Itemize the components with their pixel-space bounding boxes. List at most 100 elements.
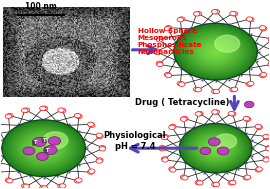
Circle shape [197,136,234,160]
Text: Hollow Sphere
Mesoporous
Phosphosilicate
Nanoparticles: Hollow Sphere Mesoporous Phosphosilicate… [138,28,202,55]
Circle shape [5,122,83,175]
Circle shape [230,88,236,92]
Circle shape [209,47,222,56]
Circle shape [74,113,81,118]
Circle shape [181,124,251,172]
Circle shape [244,101,254,108]
Circle shape [23,134,65,162]
Circle shape [197,181,203,185]
Circle shape [194,133,237,163]
Circle shape [12,127,76,170]
Circle shape [180,175,187,179]
Circle shape [170,124,176,129]
Circle shape [217,147,229,155]
Circle shape [184,30,248,73]
Circle shape [99,146,106,150]
Circle shape [230,112,236,116]
Circle shape [213,182,220,187]
Circle shape [41,186,48,189]
Circle shape [96,159,103,163]
Circle shape [215,134,237,149]
Circle shape [59,184,66,188]
Circle shape [246,17,253,21]
Circle shape [183,126,248,170]
Circle shape [207,143,224,154]
Circle shape [200,41,231,62]
Circle shape [263,135,270,140]
Circle shape [19,131,69,165]
Circle shape [177,81,184,86]
Circle shape [182,116,188,121]
Circle shape [213,10,220,14]
Circle shape [243,116,249,121]
Circle shape [243,176,249,180]
Circle shape [37,143,50,153]
Circle shape [191,35,241,69]
Circle shape [200,138,231,159]
Circle shape [157,37,163,41]
Circle shape [22,133,66,163]
Circle shape [256,167,262,171]
Circle shape [215,35,240,52]
Circle shape [203,43,228,60]
Circle shape [214,51,217,53]
Circle shape [44,146,57,155]
Circle shape [210,48,221,55]
Circle shape [204,44,227,59]
Circle shape [248,81,254,86]
Circle shape [162,158,168,162]
Circle shape [23,108,29,112]
Circle shape [260,26,267,31]
Circle shape [169,125,175,129]
Circle shape [187,32,245,71]
Circle shape [156,38,163,42]
Circle shape [27,137,60,160]
Circle shape [177,18,184,22]
Circle shape [177,25,254,78]
Circle shape [165,26,172,30]
Circle shape [23,184,29,188]
Circle shape [208,138,220,146]
Circle shape [30,139,58,158]
Text: T: T [42,138,45,143]
Circle shape [164,26,171,31]
Circle shape [266,146,270,151]
Circle shape [40,106,46,111]
Circle shape [162,134,168,139]
Circle shape [17,130,70,166]
Circle shape [31,140,56,157]
Circle shape [266,146,270,150]
Circle shape [97,158,103,162]
Circle shape [207,46,224,57]
Circle shape [59,108,66,113]
Circle shape [87,122,94,126]
Circle shape [231,12,238,16]
Circle shape [5,114,12,119]
Circle shape [199,40,232,63]
Circle shape [213,147,218,150]
Circle shape [214,147,217,149]
Circle shape [213,110,220,114]
Circle shape [39,145,48,151]
Circle shape [193,87,200,91]
Circle shape [191,132,240,165]
Circle shape [201,138,230,158]
Circle shape [200,147,211,155]
Circle shape [157,62,163,67]
Circle shape [180,27,252,76]
Circle shape [38,144,49,152]
Circle shape [255,168,262,172]
Circle shape [195,11,201,16]
Circle shape [43,132,68,149]
Circle shape [259,73,266,78]
Circle shape [178,26,253,77]
Text: T: T [45,148,48,153]
Circle shape [154,50,160,54]
Circle shape [195,112,202,116]
Circle shape [40,186,46,189]
Circle shape [230,11,236,16]
Circle shape [99,147,106,151]
Circle shape [188,129,243,167]
Circle shape [228,112,235,116]
Circle shape [198,39,234,64]
